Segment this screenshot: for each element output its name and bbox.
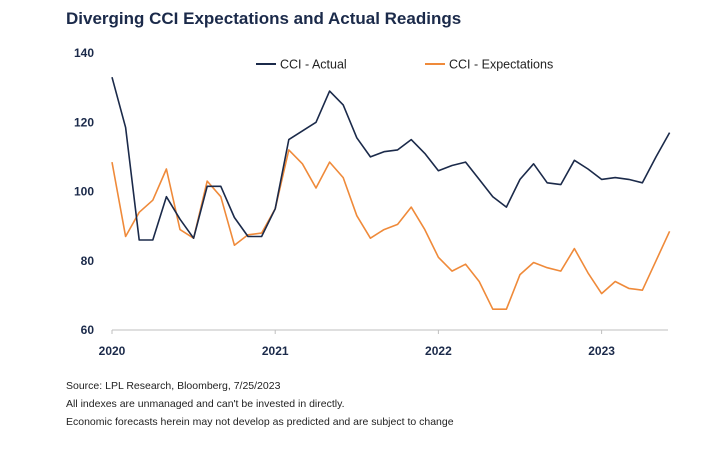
chart-title: Diverging CCI Expectations and Actual Re… bbox=[66, 9, 462, 28]
forecast-note: Economic forecasts herein may not develo… bbox=[66, 416, 454, 428]
x-tick-label: 2021 bbox=[262, 344, 289, 358]
source-note: Source: LPL Research, Bloomberg, 7/25/20… bbox=[66, 380, 281, 392]
legend-label: CCI - Expectations bbox=[449, 58, 553, 72]
disclaimer-note: All indexes are unmanaged and can't be i… bbox=[66, 398, 345, 410]
y-tick-label: 80 bbox=[81, 254, 95, 268]
y-tick-label: 140 bbox=[74, 46, 94, 60]
series-line-actual bbox=[111, 76, 671, 241]
series-line-expectations bbox=[111, 149, 671, 311]
x-tick-label: 2020 bbox=[99, 344, 126, 358]
x-tick-label: 2022 bbox=[425, 344, 452, 358]
y-tick-label: 120 bbox=[74, 115, 94, 129]
line-chart: 60 80 100 120 140 2020 2021 2022 2023 CCI - Actua… bbox=[74, 46, 671, 358]
y-tick-label: 100 bbox=[74, 185, 94, 199]
footnotes: Source: LPL Research, Bloomberg, 7/25/20… bbox=[66, 377, 454, 431]
x-tick-label: 2023 bbox=[588, 344, 615, 358]
legend-label: CCI - Actual bbox=[280, 58, 347, 72]
y-tick-label: 60 bbox=[81, 323, 95, 337]
